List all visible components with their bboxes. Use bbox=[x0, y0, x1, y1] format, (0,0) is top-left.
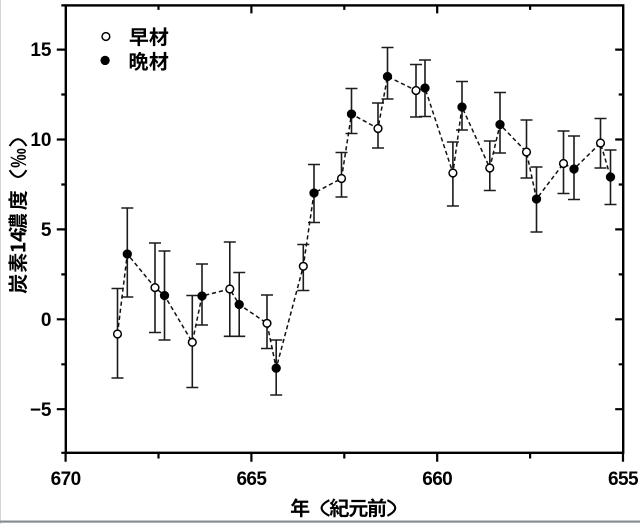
svg-text:10: 10 bbox=[30, 130, 51, 151]
svg-text:670: 670 bbox=[51, 469, 81, 490]
svg-text:−5: −5 bbox=[30, 400, 52, 421]
svg-text:0: 0 bbox=[41, 310, 52, 331]
svg-text:15: 15 bbox=[30, 40, 52, 61]
svg-text:665: 665 bbox=[236, 469, 267, 490]
svg-text:5: 5 bbox=[41, 220, 52, 241]
svg-text:660: 660 bbox=[422, 469, 452, 490]
svg-text:655: 655 bbox=[608, 469, 639, 490]
